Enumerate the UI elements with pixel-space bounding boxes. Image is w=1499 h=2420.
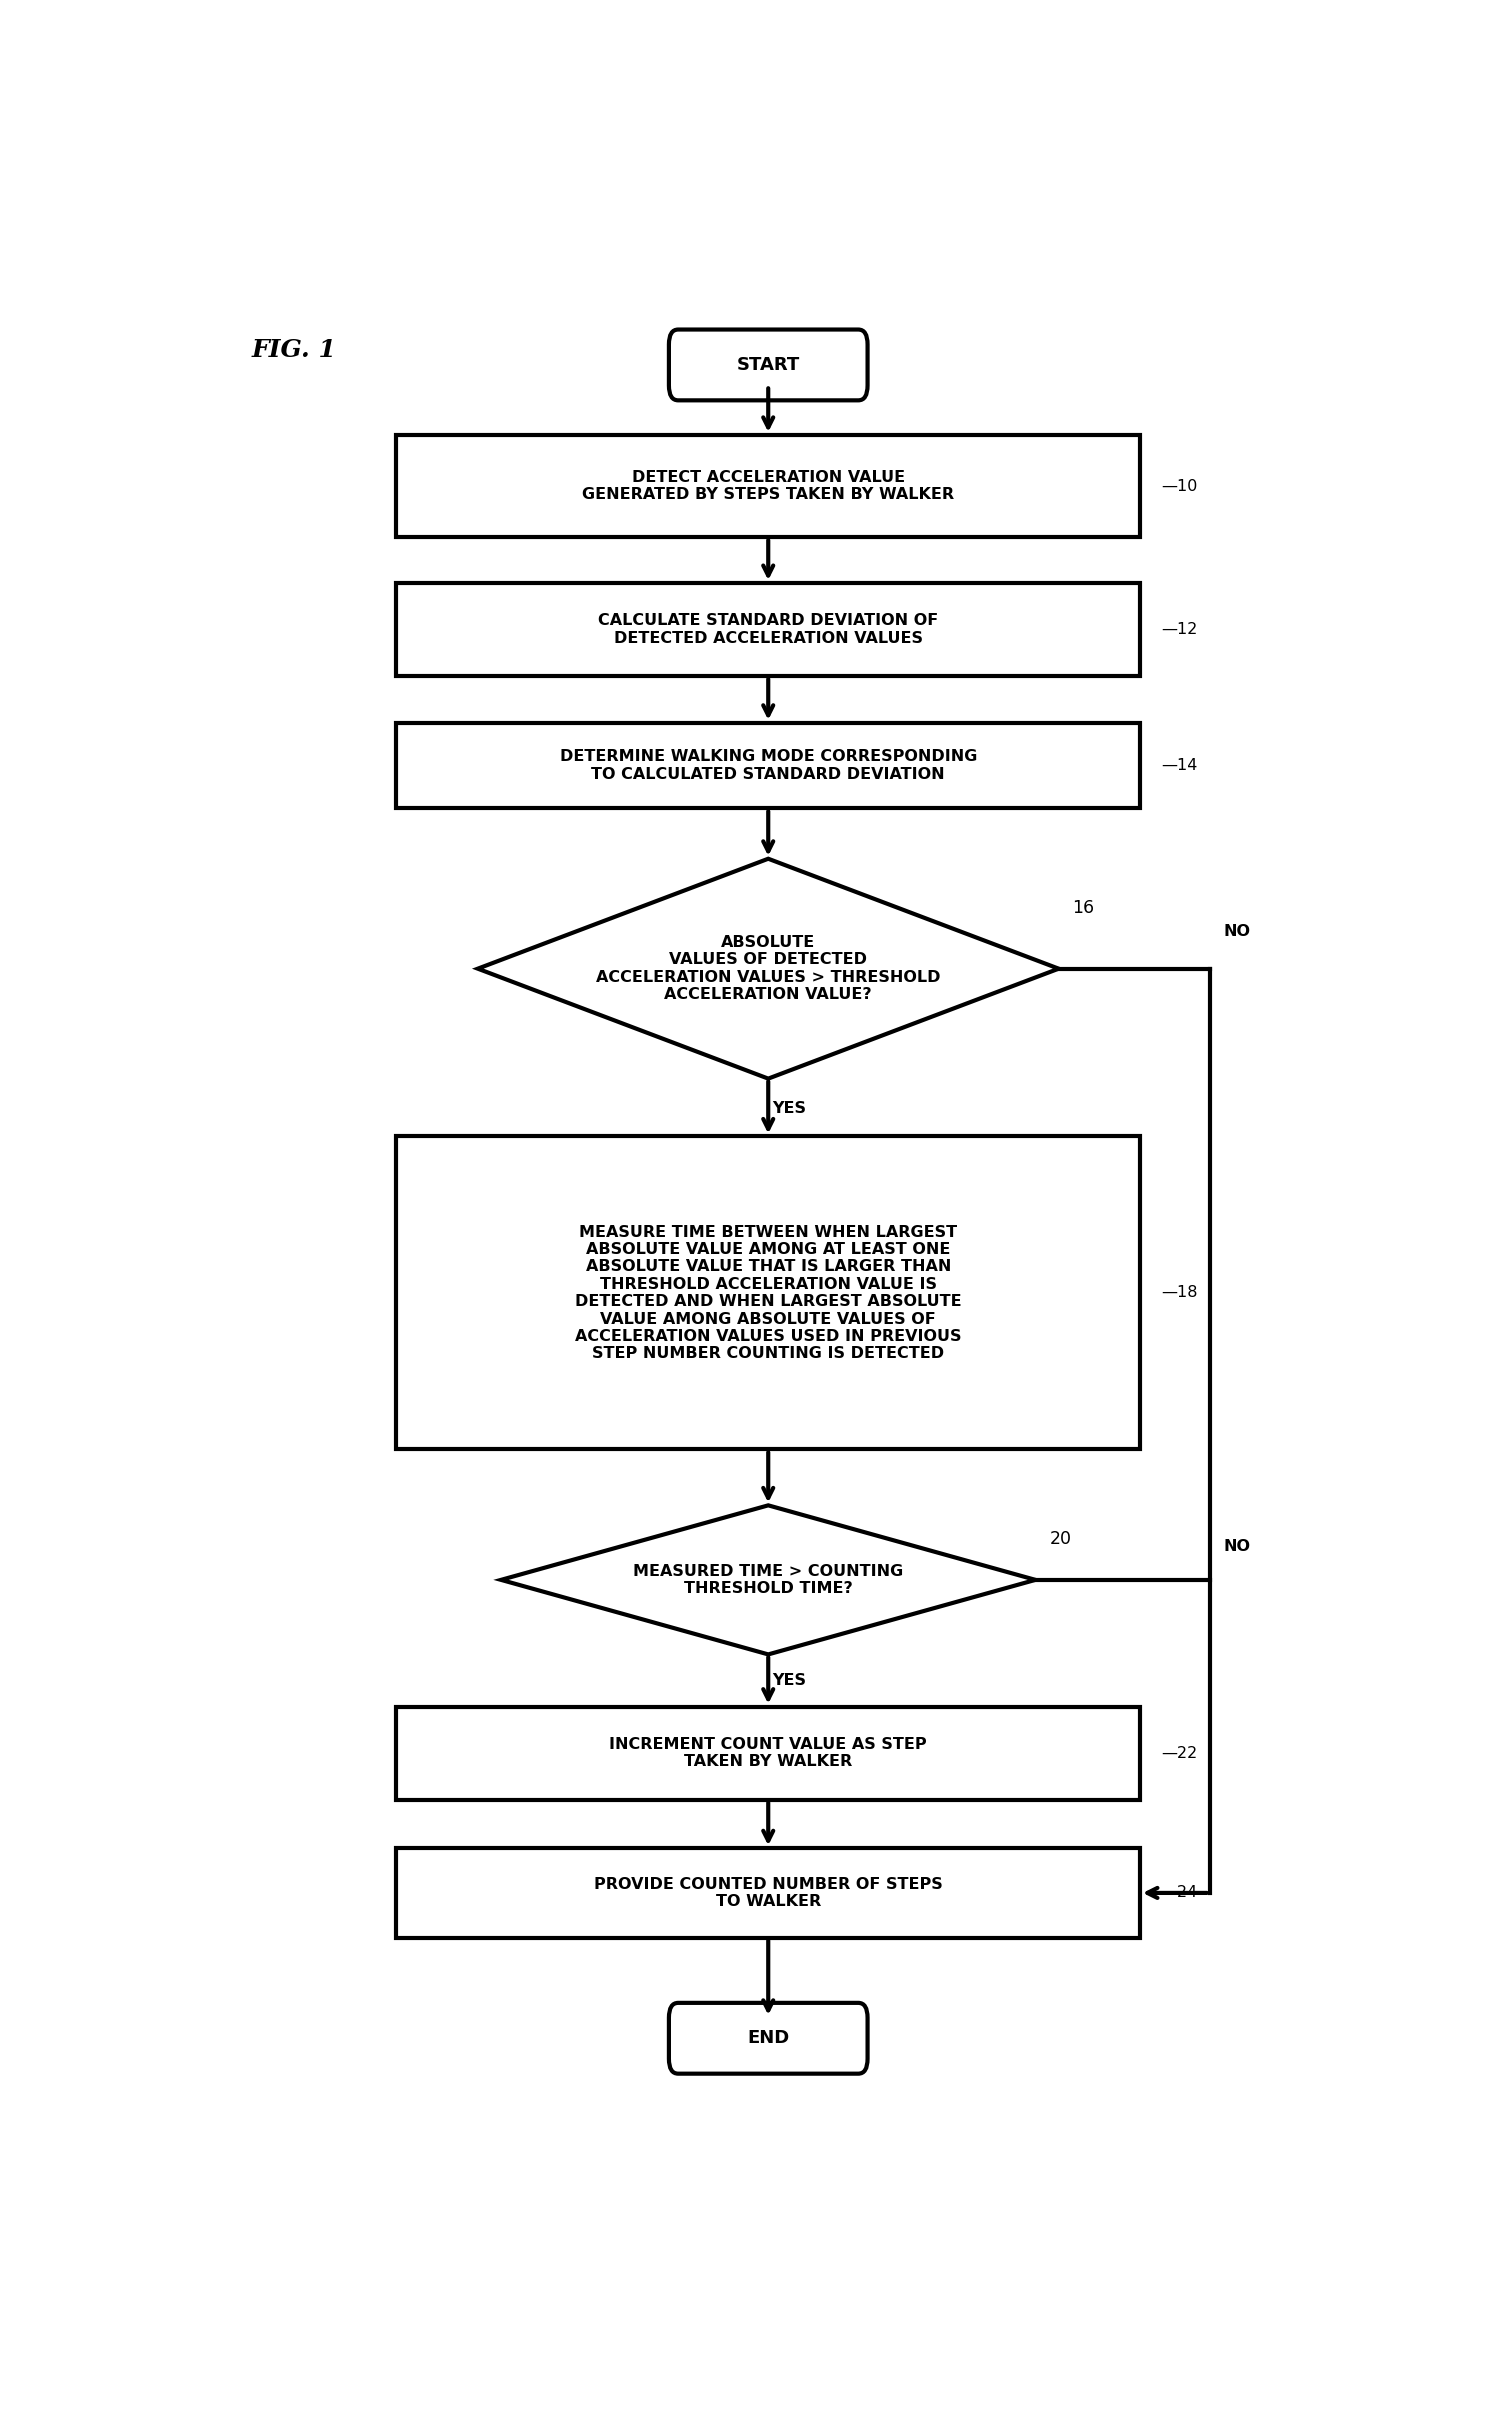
Bar [396,583,1141,675]
Text: —10: —10 [1160,479,1198,494]
Text: START: START [736,356,800,375]
Text: NO: NO [1223,1539,1250,1554]
Text: NO: NO [1223,924,1250,939]
Bar [396,724,1141,808]
Text: PROVIDE COUNTED NUMBER OF STEPS
TO WALKER: PROVIDE COUNTED NUMBER OF STEPS TO WALKE… [594,1878,943,1909]
Text: —18: —18 [1160,1285,1198,1300]
Bar [396,1849,1141,1938]
Bar [396,436,1141,537]
Text: —22: —22 [1160,1745,1198,1762]
Text: —12: —12 [1160,622,1198,636]
Text: END: END [747,2030,790,2047]
FancyBboxPatch shape [669,2004,868,2074]
Text: DETECT ACCELERATION VALUE
GENERATED BY STEPS TAKEN BY WALKER: DETECT ACCELERATION VALUE GENERATED BY S… [582,469,955,503]
Text: FIG. 1: FIG. 1 [252,339,336,363]
Text: ABSOLUTE
VALUES OF DETECTED
ACCELERATION VALUES > THRESHOLD
ACCELERATION VALUE?: ABSOLUTE VALUES OF DETECTED ACCELERATION… [597,934,940,1002]
Text: YES: YES [772,1101,806,1116]
Text: YES: YES [772,1672,806,1689]
Bar [396,1706,1141,1800]
FancyBboxPatch shape [669,329,868,399]
Bar [396,1137,1141,1450]
Polygon shape [478,859,1058,1079]
Text: MEASURED TIME > COUNTING
THRESHOLD TIME?: MEASURED TIME > COUNTING THRESHOLD TIME? [633,1563,904,1597]
Text: 20: 20 [1049,1529,1072,1549]
Text: 16: 16 [1073,900,1094,917]
Text: —14: —14 [1160,757,1198,772]
Text: DETERMINE WALKING MODE CORRESPONDING
TO CALCULATED STANDARD DEVIATION: DETERMINE WALKING MODE CORRESPONDING TO … [559,750,977,782]
Text: CALCULATE STANDARD DEVIATION OF
DETECTED ACCELERATION VALUES: CALCULATE STANDARD DEVIATION OF DETECTED… [598,612,938,646]
Text: —24: —24 [1160,1885,1198,1900]
Polygon shape [501,1505,1036,1655]
Text: INCREMENT COUNT VALUE AS STEP
TAKEN BY WALKER: INCREMENT COUNT VALUE AS STEP TAKEN BY W… [610,1738,926,1769]
Text: MEASURE TIME BETWEEN WHEN LARGEST
ABSOLUTE VALUE AMONG AT LEAST ONE
ABSOLUTE VAL: MEASURE TIME BETWEEN WHEN LARGEST ABSOLU… [576,1225,961,1362]
